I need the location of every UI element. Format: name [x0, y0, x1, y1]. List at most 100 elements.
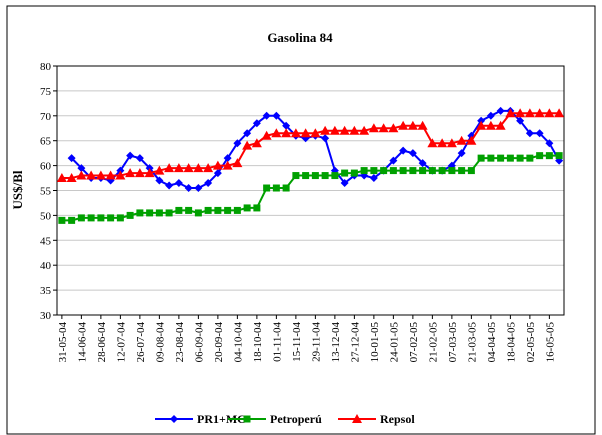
marker [144, 168, 155, 178]
marker [194, 184, 203, 193]
marker [370, 167, 378, 175]
marker [417, 120, 428, 130]
x-tick-label: 18-10-04 [252, 322, 264, 363]
y-tick-label: 30 [40, 310, 52, 322]
marker [524, 108, 535, 118]
marker [359, 125, 370, 135]
legend-marker [243, 415, 251, 423]
marker [428, 167, 436, 175]
marker [263, 184, 271, 192]
marker [76, 170, 87, 180]
x-tick-label: 31-05-04 [57, 322, 69, 363]
marker [126, 151, 135, 160]
marker [467, 167, 475, 175]
marker [233, 139, 242, 148]
y-tick-label: 75 [40, 86, 52, 98]
marker [388, 123, 399, 133]
x-tick-label: 02-05-05 [525, 322, 537, 363]
marker [545, 139, 554, 148]
marker [155, 209, 163, 217]
marker [56, 173, 67, 183]
marker [418, 159, 427, 168]
marker [409, 167, 417, 175]
marker [66, 173, 77, 183]
marker [320, 125, 331, 135]
marker [252, 119, 261, 128]
marker [458, 167, 466, 175]
legend-marker [352, 414, 362, 423]
marker [476, 120, 487, 130]
marker [485, 120, 496, 130]
marker [223, 154, 232, 163]
marker [212, 160, 223, 170]
marker [68, 216, 76, 224]
marker [378, 123, 389, 133]
marker [116, 214, 124, 222]
x-tick-label: 21-03-05 [466, 322, 478, 363]
marker [262, 111, 271, 120]
x-tick-label: 21-02-05 [427, 322, 439, 363]
marker [545, 152, 553, 160]
marker [203, 163, 214, 173]
x-tick-label: 28-06-04 [96, 322, 108, 363]
marker [77, 214, 85, 222]
marker [369, 174, 378, 183]
y-tick-label: 70 [40, 111, 52, 123]
x-tick-label: 10-01-05 [369, 322, 381, 363]
y-tick-label: 45 [40, 235, 52, 247]
marker [251, 138, 262, 148]
marker [183, 163, 194, 173]
x-tick-label: 23-08-04 [174, 322, 186, 363]
marker [281, 128, 292, 138]
marker [292, 172, 300, 180]
x-tick-label: 16-05-05 [544, 322, 556, 363]
marker [67, 154, 76, 163]
marker [399, 146, 408, 155]
marker [555, 152, 563, 160]
marker [175, 206, 183, 214]
legend-marker [170, 415, 178, 423]
marker [525, 129, 534, 138]
marker [516, 154, 524, 162]
x-tick-label: 18-04-05 [505, 322, 517, 363]
marker [438, 167, 446, 175]
marker [155, 176, 164, 185]
marker [272, 111, 281, 120]
marker [321, 172, 329, 180]
marker [456, 135, 467, 145]
marker [350, 169, 358, 177]
marker [340, 179, 349, 188]
marker [427, 138, 438, 148]
marker [77, 164, 86, 173]
marker [242, 140, 253, 150]
marker [174, 179, 183, 188]
marker [399, 167, 407, 175]
marker [437, 138, 448, 148]
marker [253, 204, 261, 212]
marker [466, 135, 477, 145]
marker [105, 170, 116, 180]
marker [526, 154, 534, 162]
marker [214, 206, 222, 214]
marker [505, 108, 516, 118]
marker [506, 154, 514, 162]
marker [243, 204, 251, 212]
x-tick-label: 04-10-04 [232, 322, 244, 363]
marker [341, 169, 349, 177]
plot-area [56, 65, 565, 316]
marker [310, 128, 321, 138]
x-tick-label: 09-08-04 [154, 322, 166, 363]
x-tick-label: 29-11-04 [310, 322, 322, 362]
marker [243, 129, 252, 138]
x-tick-label: 26-07-04 [135, 322, 147, 363]
legend-label: Petroperú [270, 412, 322, 426]
marker [487, 154, 495, 162]
marker [477, 154, 485, 162]
chart-frame [6, 5, 596, 435]
marker [154, 165, 165, 175]
series-line [61, 154, 560, 222]
y-tick-label: 60 [40, 161, 52, 173]
x-tick-label: 13-12-04 [330, 322, 342, 363]
marker [457, 149, 466, 158]
